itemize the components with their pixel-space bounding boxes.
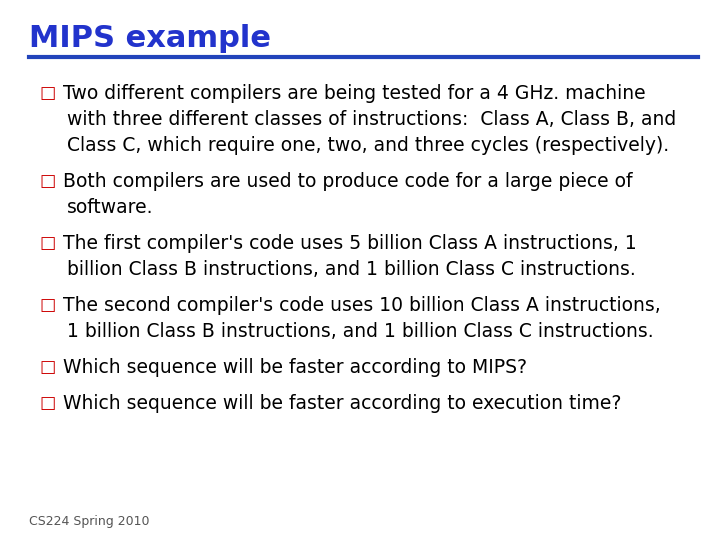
- Text: □: □: [40, 172, 56, 190]
- Text: Class C, which require one, two, and three cycles (respectively).: Class C, which require one, two, and thr…: [67, 136, 669, 155]
- Text: □: □: [40, 394, 56, 412]
- Text: software.: software.: [67, 198, 153, 217]
- Text: The second compiler's code uses 10 billion Class A instructions,: The second compiler's code uses 10 billi…: [63, 296, 661, 315]
- Text: Both compilers are used to produce code for a large piece of: Both compilers are used to produce code …: [63, 172, 633, 191]
- Text: MIPS example: MIPS example: [29, 24, 271, 53]
- Text: with three different classes of instructions:  Class A, Class B, and: with three different classes of instruct…: [67, 110, 676, 129]
- Text: The first compiler's code uses 5 billion Class A instructions, 1: The first compiler's code uses 5 billion…: [63, 234, 637, 253]
- Text: □: □: [40, 84, 56, 102]
- Text: billion Class B instructions, and 1 billion Class C instructions.: billion Class B instructions, and 1 bill…: [67, 260, 636, 279]
- Text: □: □: [40, 359, 56, 376]
- Text: Which sequence will be faster according to MIPS?: Which sequence will be faster according …: [63, 359, 527, 377]
- Text: □: □: [40, 296, 56, 314]
- Text: Two different compilers are being tested for a 4 GHz. machine: Two different compilers are being tested…: [63, 84, 646, 103]
- Text: □: □: [40, 234, 56, 252]
- Text: Which sequence will be faster according to execution time?: Which sequence will be faster according …: [63, 394, 622, 413]
- Text: 1 billion Class B instructions, and 1 billion Class C instructions.: 1 billion Class B instructions, and 1 bi…: [67, 322, 654, 341]
- Text: CS224 Spring 2010: CS224 Spring 2010: [29, 515, 149, 528]
